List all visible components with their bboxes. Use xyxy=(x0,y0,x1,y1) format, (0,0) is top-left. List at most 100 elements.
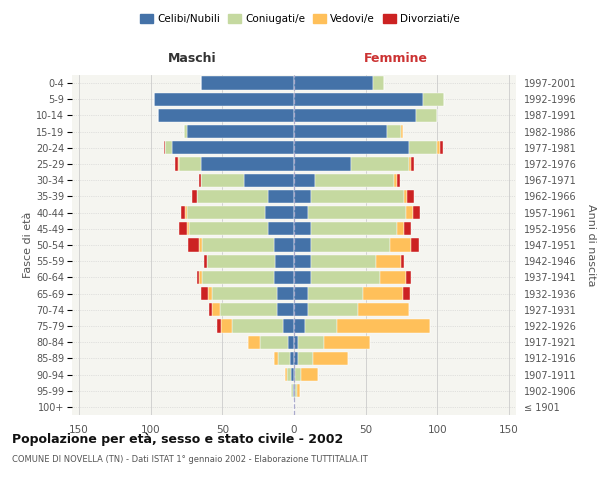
Bar xyxy=(409,158,412,170)
Bar xyxy=(187,125,294,138)
Bar xyxy=(409,141,437,154)
Bar xyxy=(221,320,232,332)
Bar xyxy=(308,303,358,316)
Bar xyxy=(265,206,294,220)
Bar xyxy=(278,352,290,365)
Bar xyxy=(324,336,370,349)
Bar xyxy=(305,320,337,332)
Bar xyxy=(406,270,412,284)
Text: COMUNE DI NOVELLA (TN) - Dati ISTAT 1° gennaio 2002 - Elaborazione TUTTITALIA.IT: COMUNE DI NOVELLA (TN) - Dati ISTAT 1° g… xyxy=(12,455,368,464)
Bar xyxy=(294,222,311,235)
Bar xyxy=(268,222,294,235)
Text: Maschi: Maschi xyxy=(167,52,216,65)
Bar xyxy=(294,303,308,316)
Bar xyxy=(401,125,403,138)
Bar xyxy=(290,352,294,365)
Bar xyxy=(204,254,206,268)
Bar xyxy=(187,222,190,235)
Bar xyxy=(208,287,212,300)
Bar xyxy=(275,254,294,268)
Bar xyxy=(401,254,404,268)
Bar xyxy=(294,270,311,284)
Bar xyxy=(188,238,199,252)
Bar xyxy=(277,303,294,316)
Bar xyxy=(413,206,420,220)
Bar xyxy=(351,158,409,170)
Bar xyxy=(199,238,202,252)
Bar xyxy=(423,92,445,106)
Bar xyxy=(154,92,294,106)
Bar xyxy=(316,174,394,187)
Bar xyxy=(294,320,305,332)
Bar xyxy=(416,109,437,122)
Bar xyxy=(311,254,376,268)
Bar xyxy=(291,368,294,381)
Text: Femmine: Femmine xyxy=(364,52,428,65)
Bar xyxy=(404,190,407,203)
Bar xyxy=(164,141,165,154)
Bar xyxy=(206,254,275,268)
Bar xyxy=(311,222,397,235)
Bar xyxy=(212,303,220,316)
Bar xyxy=(397,222,404,235)
Bar xyxy=(244,174,294,187)
Bar xyxy=(294,287,308,300)
Bar xyxy=(212,287,277,300)
Bar xyxy=(184,125,187,138)
Y-axis label: Anni di nascita: Anni di nascita xyxy=(586,204,596,286)
Bar xyxy=(298,352,313,365)
Bar xyxy=(397,174,400,187)
Bar xyxy=(295,384,297,398)
Bar xyxy=(260,336,288,349)
Bar xyxy=(294,206,308,220)
Bar xyxy=(390,238,412,252)
Bar xyxy=(406,206,413,220)
Bar xyxy=(380,270,406,284)
Bar xyxy=(358,303,409,316)
Bar xyxy=(407,190,415,203)
Bar xyxy=(220,303,277,316)
Bar xyxy=(283,320,294,332)
Bar xyxy=(217,320,221,332)
Bar xyxy=(190,222,268,235)
Bar xyxy=(363,287,403,300)
Bar xyxy=(232,320,283,332)
Bar xyxy=(412,238,419,252)
Bar xyxy=(313,352,349,365)
Bar xyxy=(165,141,172,154)
Bar xyxy=(403,287,410,300)
Bar xyxy=(294,190,311,203)
Bar xyxy=(297,384,300,398)
Bar xyxy=(268,190,294,203)
Bar xyxy=(274,352,278,365)
Bar xyxy=(287,368,291,381)
Bar xyxy=(201,287,208,300)
Bar xyxy=(277,287,294,300)
Bar xyxy=(311,190,404,203)
Bar xyxy=(311,270,380,284)
Bar xyxy=(294,238,311,252)
Bar xyxy=(274,270,294,284)
Bar xyxy=(293,384,294,398)
Bar xyxy=(199,270,202,284)
Bar xyxy=(178,158,179,170)
Bar xyxy=(294,254,311,268)
Bar xyxy=(179,222,187,235)
Bar xyxy=(294,336,298,349)
Bar xyxy=(172,141,294,154)
Bar xyxy=(197,190,268,203)
Bar xyxy=(291,384,293,398)
Bar xyxy=(202,270,274,284)
Bar xyxy=(437,141,440,154)
Bar xyxy=(373,76,384,90)
Bar xyxy=(308,206,406,220)
Bar xyxy=(294,384,295,398)
Bar xyxy=(179,158,201,170)
Bar xyxy=(193,190,197,203)
Bar xyxy=(294,174,316,187)
Bar xyxy=(412,158,415,170)
Bar xyxy=(301,368,319,381)
Bar xyxy=(295,368,301,381)
Bar xyxy=(201,174,244,187)
Bar xyxy=(440,141,443,154)
